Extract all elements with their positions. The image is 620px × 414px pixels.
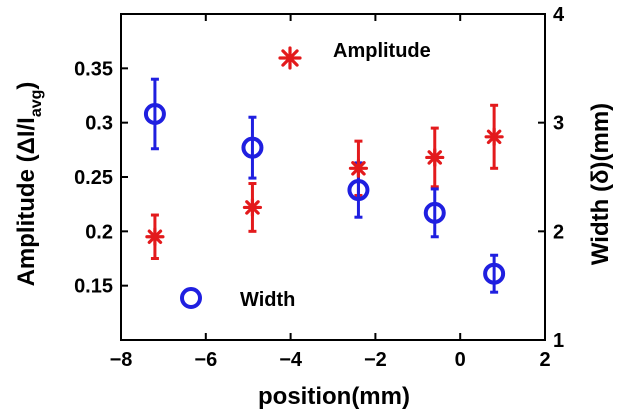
left-y-axis-title: Amplitude (ΔI/Iavg) xyxy=(13,82,45,287)
legend-label-amplitude: Amplitude xyxy=(333,40,431,62)
amplitude-point xyxy=(242,197,263,218)
legend-asterisk-marker xyxy=(278,46,302,70)
legend-label-width: Width xyxy=(240,289,295,311)
left-y-tick-label: 0.15 xyxy=(74,276,113,298)
right-y-axis-title: Width (δ)(mm) xyxy=(587,103,614,265)
amplitude-point xyxy=(145,227,165,247)
legend-circle-marker xyxy=(180,287,202,309)
x-tick-label: 0 xyxy=(455,349,466,371)
legend-entry-width: Width xyxy=(180,287,295,311)
legend-circle-shape xyxy=(180,287,202,309)
asterisk-stroke xyxy=(427,150,443,165)
asterisk-stroke xyxy=(281,49,299,67)
asterisk-stroke xyxy=(351,161,366,176)
x-tick-label: −2 xyxy=(364,349,387,371)
x-tick-label: 2 xyxy=(539,349,550,371)
legend-asterisk-shape xyxy=(278,46,302,70)
right-y-tick-label: 2 xyxy=(553,221,564,243)
error-bars xyxy=(150,77,499,294)
right-y-tick-label: 1 xyxy=(553,330,564,352)
left-y-tick-label: 0.2 xyxy=(85,221,113,243)
amplitude-point xyxy=(484,127,504,147)
amplitude-point xyxy=(425,147,445,168)
width-point xyxy=(423,201,446,224)
right-y-tick-label: 4 xyxy=(553,4,565,26)
left-y-axis-title-main: Amplitude (ΔI/I xyxy=(13,117,40,286)
left-y-axis-title-close: ) xyxy=(13,82,40,90)
x-tick-label: −6 xyxy=(194,349,217,371)
x-tick-label: −8 xyxy=(110,349,133,371)
width-point xyxy=(347,179,370,202)
left-y-tick-label: 0.35 xyxy=(74,58,113,80)
left-y-axis-title-subscript: avg xyxy=(28,90,45,118)
axis-ticks xyxy=(120,13,546,341)
left-y-tick-label: 0.3 xyxy=(85,113,113,135)
width-point xyxy=(241,136,264,159)
asterisk-stroke xyxy=(245,200,260,215)
right-y-tick-label: 3 xyxy=(553,113,564,135)
asterisk-stroke xyxy=(486,129,502,145)
left-y-tick-label: 0.25 xyxy=(74,167,113,189)
x-tick-label: −4 xyxy=(279,349,303,371)
width-point xyxy=(143,102,166,125)
x-axis-title: position(mm) xyxy=(258,383,410,410)
width-point xyxy=(483,262,506,285)
amplitude-point xyxy=(348,158,369,178)
data-markers xyxy=(143,102,506,285)
asterisk-stroke xyxy=(147,229,163,245)
legend-entry-amplitude: Amplitude xyxy=(278,40,431,70)
